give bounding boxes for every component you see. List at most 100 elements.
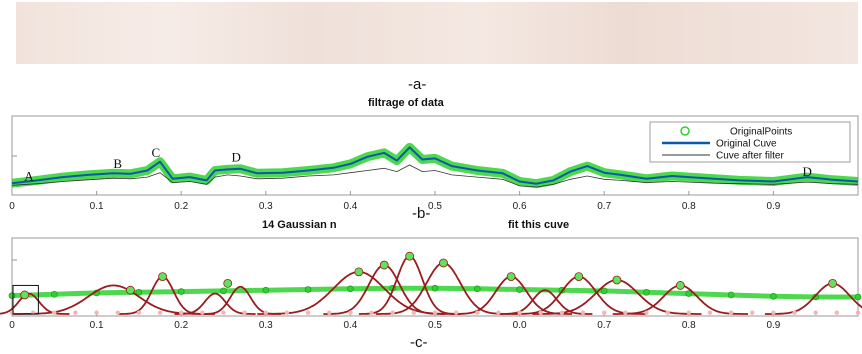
chart2-baseline-point: [792, 310, 797, 315]
chart2-peak-marker: [126, 285, 135, 295]
chart2-xtick-label: 0.5: [428, 320, 442, 331]
chart2-data-point: [50, 290, 58, 298]
chart2-data-point: [262, 286, 270, 294]
chart2-xtick-label: 0.0: [513, 320, 527, 331]
chart2-baseline-point: [771, 310, 776, 315]
chart2-xtick-label: 0.8: [682, 320, 696, 331]
chart1-xtick-label: 0.5: [428, 201, 442, 212]
chart2-peak-marker: [20, 290, 30, 300]
chart2-peak-marker: [828, 278, 838, 288]
chart2-peak-marker: [158, 272, 167, 282]
chart2-baseline-point: [305, 310, 311, 315]
chart2-baseline-point: [686, 310, 691, 315]
chart2-baseline-point: [644, 310, 649, 315]
chart2-xtick-label: 0.2: [174, 320, 188, 331]
chart2-baseline-point: [665, 310, 670, 315]
chart1-xtick-label: 0.9: [766, 201, 780, 212]
chart2-baseline-point: [115, 310, 120, 315]
chart2-baseline-point: [73, 310, 78, 315]
chart2-baseline-point: [559, 310, 565, 315]
caption-c: -c-: [410, 334, 428, 351]
chart2-data-point: [727, 291, 735, 299]
chart2-baseline-point: [136, 310, 142, 315]
chart2-baseline-point: [453, 310, 459, 315]
caption-b: -b-: [412, 205, 431, 222]
gaussian-curve-4: [174, 292, 256, 315]
chart2-baseline-point: [263, 310, 268, 315]
chart2-peak-marker: [675, 281, 685, 290]
chart2-peak-marker: [379, 260, 389, 270]
chart1-xtick-label: 0.2: [174, 201, 188, 212]
chart2-peak-marker: [223, 278, 233, 288]
chart1-xtick-label: 0.4: [343, 201, 357, 212]
chart1-annotation: B: [113, 156, 122, 171]
chart2-title-left: 14 Gaussian n: [262, 219, 337, 231]
chart2-peak-marker: [612, 275, 622, 285]
chart2-data-point: [770, 293, 777, 300]
chart2-baseline-point: [834, 310, 840, 315]
chart2-baseline-point: [242, 310, 247, 315]
chart1-title: filtrage of data: [368, 97, 444, 109]
chart1-xtick-label: 0: [9, 201, 15, 212]
chart2-baseline-point: [200, 310, 205, 315]
legend-marker-originalpoints: [680, 126, 690, 136]
chart2-baseline-point: [348, 310, 353, 315]
legend-entry: Original Cuve: [716, 139, 777, 150]
chart2-peak-marker: [439, 258, 448, 268]
chart2-title-right: fit this cuve: [508, 219, 570, 231]
chart2-baseline-point: [855, 310, 861, 315]
chart2-baseline-point: [179, 310, 184, 315]
chart2-baseline-point: [284, 310, 290, 315]
chart2-peak-marker: [354, 267, 364, 277]
chart2-data-point: [304, 286, 312, 293]
chart2-data-point: [685, 290, 693, 297]
chart2-baseline-point: [496, 310, 501, 315]
chart2-zoom-box: [12, 284, 39, 315]
chart1-xtick-label: 0.8: [682, 201, 696, 212]
caption-a: -a-: [408, 76, 427, 93]
chart2-baseline-point: [623, 310, 628, 315]
chart1-annotation: D: [231, 150, 240, 165]
chart2-data-point: [854, 293, 862, 301]
chart1-xtick-label: 0.3: [259, 201, 273, 212]
chart2-baseline-point: [475, 310, 480, 315]
chart2-baseline-point: [813, 310, 818, 315]
chart1-filtered-curve: [11, 164, 859, 188]
chart2-xtick-label: 0: [9, 320, 15, 331]
chart2-data-point: [643, 288, 650, 296]
chart1-xtick-label: 0.1: [90, 201, 104, 212]
chart2-data-point: [516, 286, 523, 293]
chart2-baseline-point: [580, 310, 586, 315]
chart1-xtick-label: 0.7: [597, 201, 611, 212]
chart2-frame: [11, 237, 859, 317]
chart2-baseline-point: [517, 310, 522, 315]
chart2-baseline-point: [327, 310, 332, 315]
chart2-data-point: [431, 284, 439, 292]
chart2-peak-marker: [405, 251, 415, 261]
chart2-baseline-point: [411, 310, 417, 315]
chart2-data-point: [812, 293, 820, 301]
chart2-data-point: [220, 287, 227, 295]
photo-strip: [16, 2, 858, 64]
legend-entry: OriginalPoints: [730, 127, 792, 138]
chart2-baseline-point: [221, 310, 226, 315]
chart2-baseline-point: [750, 310, 755, 315]
chart2-xtick-label: 0.4: [343, 320, 357, 331]
chart1-annotation: A: [24, 168, 34, 183]
chart2-baseline-point: [369, 310, 374, 315]
gaussian-curve-3: [118, 275, 207, 315]
chart1-original-curve: [11, 146, 859, 185]
chart2-peak-marker: [574, 272, 584, 282]
chart2-xtick-label: 0.7: [597, 320, 611, 331]
chart2-baseline-point: [538, 310, 543, 315]
chart2-data-point: [177, 288, 185, 295]
chart2-xtick-label: 0.3: [259, 320, 273, 331]
chart1-xtick-label: 0.6: [513, 201, 527, 212]
chart2-data-point: [347, 285, 354, 293]
chart2-baseline-point: [94, 310, 99, 315]
chart2-data-point: [600, 287, 608, 295]
chart2-data-point: [8, 292, 16, 299]
chart2-baseline-point: [157, 310, 163, 315]
chart2-xtick-label: 0.9: [766, 320, 780, 331]
